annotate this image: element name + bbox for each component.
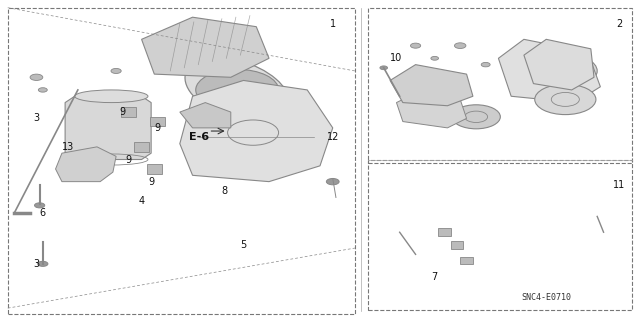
- Text: 5: 5: [241, 240, 246, 250]
- Text: E-6: E-6: [189, 132, 209, 142]
- Circle shape: [253, 123, 310, 152]
- Text: 9: 9: [120, 107, 125, 117]
- Bar: [438, 228, 451, 236]
- Text: 7: 7: [431, 271, 438, 281]
- Text: 9: 9: [154, 123, 161, 133]
- Ellipse shape: [75, 90, 148, 103]
- Circle shape: [481, 63, 490, 67]
- Text: 11: 11: [613, 180, 626, 190]
- Text: 9: 9: [126, 154, 132, 165]
- Circle shape: [38, 88, 47, 92]
- Polygon shape: [390, 65, 473, 106]
- Bar: [8, 8, 355, 315]
- Circle shape: [35, 203, 45, 208]
- Circle shape: [535, 84, 596, 115]
- Text: 13: 13: [62, 142, 74, 152]
- Bar: [150, 117, 165, 126]
- Text: 3: 3: [33, 113, 40, 123]
- Polygon shape: [65, 96, 151, 160]
- Text: 1: 1: [330, 19, 336, 28]
- Text: 8: 8: [221, 186, 227, 196]
- Text: 2: 2: [616, 19, 623, 28]
- Circle shape: [326, 178, 339, 185]
- Polygon shape: [499, 39, 600, 103]
- Circle shape: [452, 105, 500, 129]
- Bar: [368, 8, 632, 163]
- Bar: [147, 164, 162, 174]
- Bar: [451, 241, 463, 249]
- Bar: [460, 256, 473, 264]
- Text: SNC4-E0710: SNC4-E0710: [521, 293, 572, 301]
- Bar: [121, 107, 136, 117]
- Polygon shape: [396, 93, 467, 128]
- Circle shape: [380, 66, 388, 70]
- Polygon shape: [180, 80, 333, 182]
- Text: 12: 12: [326, 132, 339, 142]
- Text: 4: 4: [138, 196, 145, 206]
- Text: 6: 6: [40, 208, 46, 218]
- Text: 3: 3: [33, 259, 40, 269]
- Polygon shape: [524, 39, 594, 90]
- Text: 9: 9: [148, 177, 154, 187]
- Text: 10: 10: [390, 53, 403, 63]
- Polygon shape: [56, 147, 116, 182]
- Circle shape: [431, 56, 438, 60]
- Circle shape: [38, 261, 48, 266]
- Circle shape: [527, 54, 597, 88]
- Bar: [368, 160, 632, 310]
- Ellipse shape: [185, 58, 289, 122]
- Circle shape: [30, 74, 43, 80]
- Bar: [134, 142, 149, 152]
- Circle shape: [454, 43, 466, 48]
- Polygon shape: [180, 103, 231, 128]
- Circle shape: [196, 69, 278, 110]
- Circle shape: [111, 69, 121, 73]
- Polygon shape: [141, 17, 269, 77]
- Circle shape: [410, 43, 420, 48]
